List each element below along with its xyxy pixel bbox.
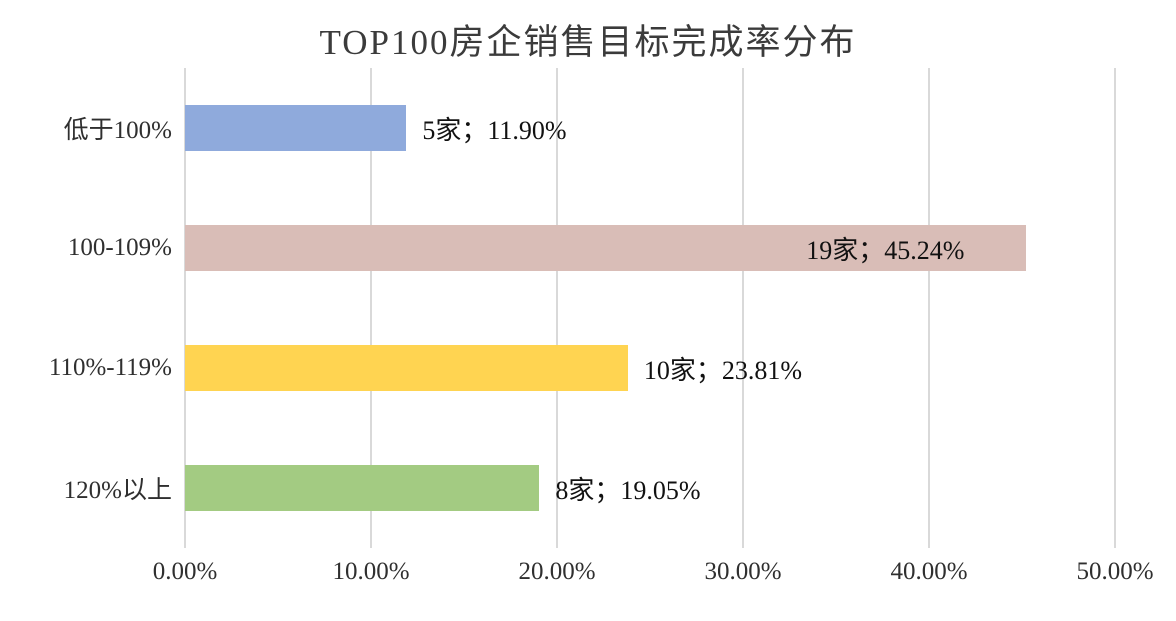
x-axis-tick-label: 50.00% (1076, 558, 1154, 585)
gridline (184, 68, 186, 548)
bar (185, 465, 540, 511)
gridline (556, 68, 558, 548)
bar-data-label: 5家；11.90% (422, 115, 567, 145)
bar-row: 8家；19.05% (185, 428, 1115, 548)
x-axis-tick-label: 40.00% (890, 558, 968, 585)
plot-area: 5家；11.90% 19家；45.24% 10家；23.81% 8家；19.05% (184, 68, 1116, 548)
gridline (742, 68, 744, 548)
bar-data-label: 10家；23.81% (643, 355, 803, 385)
category-label: 120%以上 (63, 477, 172, 504)
category-label: 100-109% (67, 234, 172, 261)
y-axis-labels: 低于100% 100-109% 110%-119% 120%以上 (0, 68, 176, 548)
bar (185, 105, 407, 151)
bar-row: 10家；23.81% (185, 308, 1115, 428)
chart-title: TOP100房企销售目标完成率分布 (319, 23, 857, 62)
x-axis-tick-label: 10.00% (332, 558, 410, 585)
bar (185, 345, 628, 391)
gridline (370, 68, 372, 548)
gridline (1114, 68, 1116, 548)
bar-row: 5家；11.90% (185, 68, 1115, 188)
x-axis-tick-label: 20.00% (518, 558, 596, 585)
bar: 19家；45.24% (185, 225, 1027, 271)
bar-data-label: 19家；45.24% (806, 235, 965, 265)
category-label: 低于100% (63, 117, 172, 144)
x-axis-tick-label: 30.00% (704, 558, 782, 585)
x-axis-tick-label: 0.00% (152, 558, 218, 585)
category-label: 110%-119% (48, 354, 172, 381)
bar-row: 19家；45.24% (185, 188, 1115, 308)
x-axis-labels: 0.00% 10.00% 20.00% 30.00% 40.00% 50.00% (153, 558, 1154, 598)
bar-data-label: 8家；19.05% (555, 475, 701, 505)
gridline (928, 68, 930, 548)
